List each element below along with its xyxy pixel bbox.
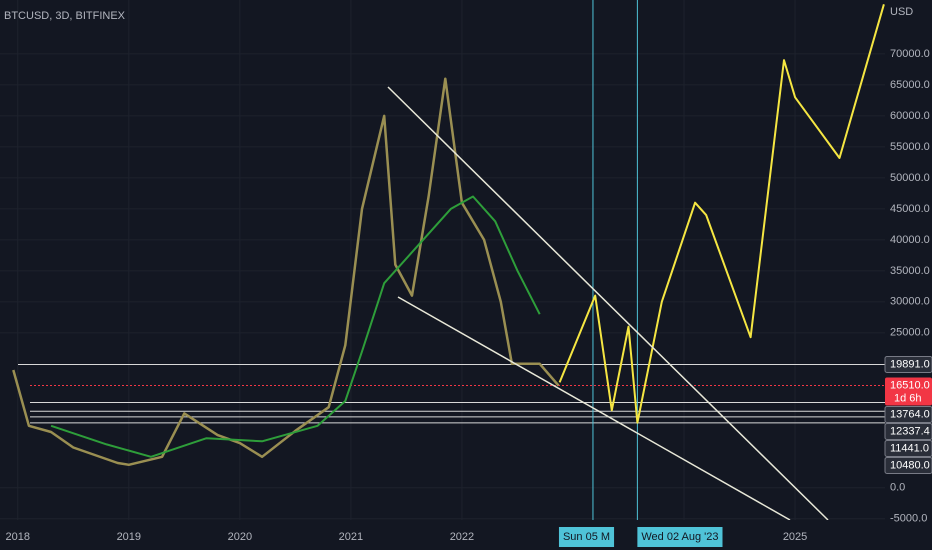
plot-area: [0, 0, 885, 520]
x-tick-label: 2019: [117, 531, 141, 543]
price-label-box: [884, 422, 932, 440]
y-tick-label: 40000.0: [890, 234, 930, 246]
price-label: 12337.4: [890, 425, 930, 437]
date-marker-text: Wed 02 Aug '23: [641, 531, 718, 543]
y-tick-label: 30000.0: [890, 296, 930, 308]
y-tick-label: 50000.0: [890, 172, 930, 184]
date-marker-label: Sun 05 M: [558, 527, 615, 547]
y-tick-label: 60000.0: [890, 110, 930, 122]
y-tick-label: 25000.0: [890, 327, 930, 339]
y-tick-label: -5000.0: [890, 513, 927, 525]
date-marker-box: [637, 527, 723, 547]
y-tick-label: 35000.0: [890, 265, 930, 277]
series-line: [12, 77, 560, 467]
y-tick-label: 55000.0: [890, 141, 930, 153]
price-label-sub: 1d 6h: [894, 392, 922, 404]
x-tick-label: 2018: [6, 531, 30, 543]
date-marker-label: Wed 02 Aug '23: [637, 527, 723, 547]
x-tick-label: 2020: [228, 531, 252, 543]
price-label-box: [884, 355, 932, 373]
y-tick-label: 45000.0: [890, 203, 930, 215]
date-marker-box: [558, 527, 615, 547]
x-axis-panel: [0, 520, 932, 550]
price-label: 11441.0: [890, 442, 929, 454]
y-tick-label: 65000.0: [890, 79, 930, 91]
price-label-box: [884, 405, 932, 423]
trend-line: [397, 296, 791, 521]
price-label: 16510.0: [890, 379, 930, 391]
price-label: 10480.0: [890, 459, 930, 471]
chart-title: BTCUSD, 3D, BITFINEX: [4, 10, 126, 22]
x-tick-label: 2022: [450, 531, 474, 543]
x-tick-label: 2021: [339, 531, 363, 543]
y-tick-label: 0.0: [890, 482, 905, 494]
price-label-box: [885, 377, 932, 406]
price-label-box: [884, 439, 932, 457]
series-line: [558, 4, 885, 424]
price-label: 19891.0: [890, 358, 930, 370]
series-line: [50, 195, 541, 458]
trend-line: [387, 86, 829, 521]
date-marker-text: Sun 05 M: [563, 531, 610, 543]
price-label: 13764.0: [890, 408, 930, 420]
y-axis-label: USD: [890, 6, 913, 18]
price-label-box: [884, 456, 932, 474]
x-tick-label: 2025: [783, 531, 807, 543]
y-tick-label: 70000.0: [890, 48, 930, 60]
